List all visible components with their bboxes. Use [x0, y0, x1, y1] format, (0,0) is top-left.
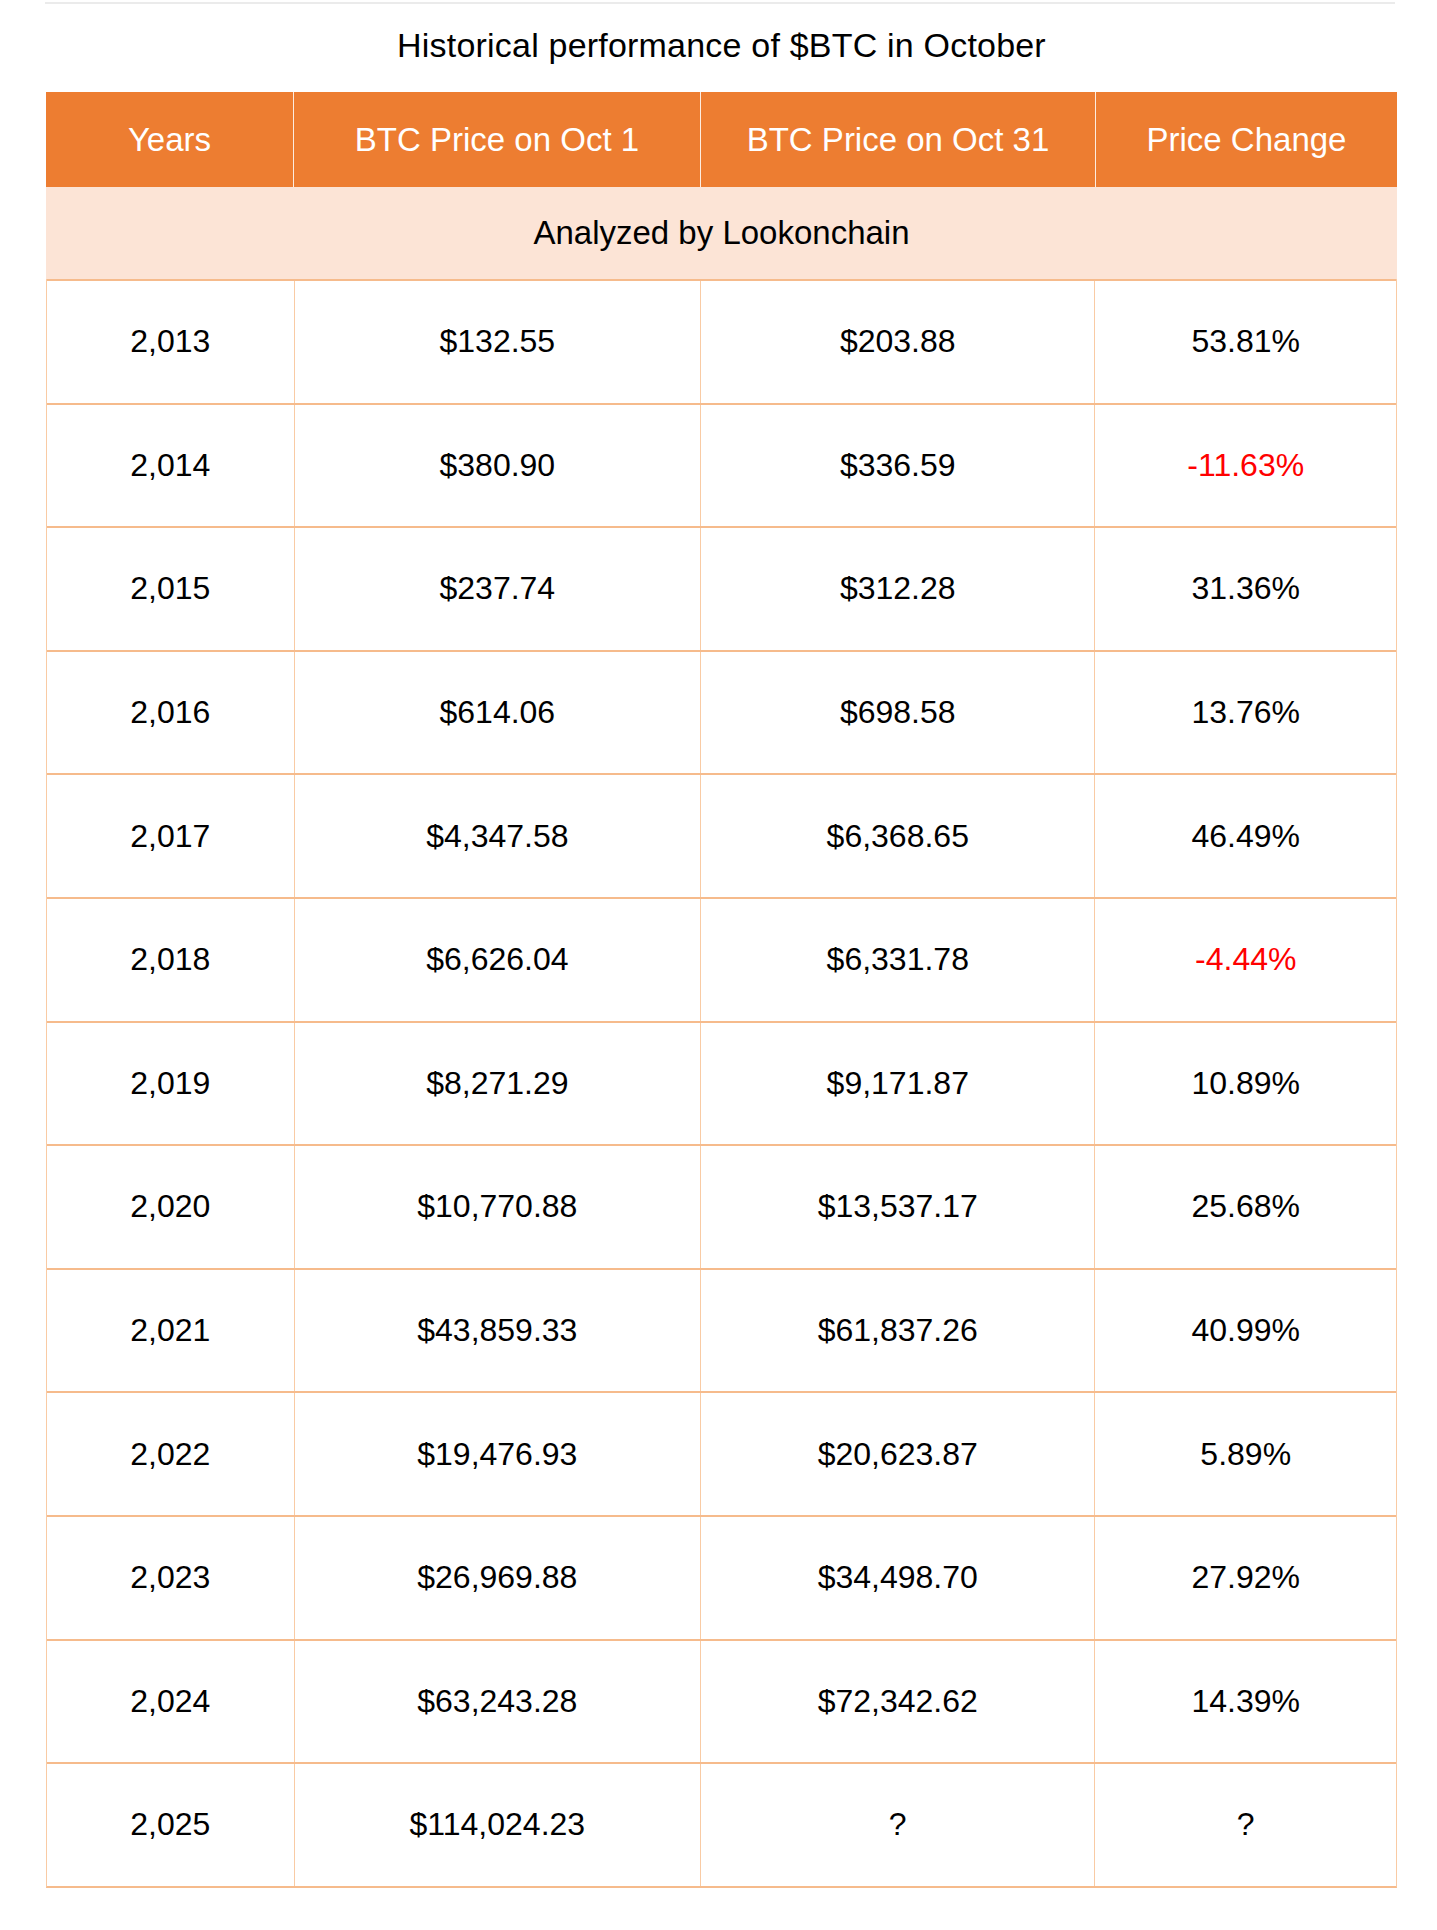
cell-price-change: 13.76% [1094, 652, 1396, 774]
table-row-2016: 2,016 $614.06 $698.58 13.76% [47, 650, 1396, 774]
cell-year: 2,014 [47, 405, 294, 527]
column-header-years: Years [46, 92, 293, 187]
cell-year: 2,023 [47, 1517, 294, 1639]
cell-price-change: 31.36% [1094, 528, 1396, 650]
btc-october-table: Years BTC Price on Oct 1 BTC Price on Oc… [46, 92, 1397, 1888]
cell-price-oct31: $13,537.17 [700, 1146, 1094, 1268]
cell-price-oct1: $63,243.28 [294, 1641, 700, 1763]
cell-year: 2,021 [47, 1270, 294, 1392]
cell-price-oct31-unknown: ? [700, 1764, 1094, 1886]
cell-price-change: 14.39% [1094, 1641, 1396, 1763]
cell-price-oct1: $43,859.33 [294, 1270, 700, 1392]
cell-price-change: 46.49% [1094, 775, 1396, 897]
table-row-2021: 2,021 $43,859.33 $61,837.26 40.99% [47, 1268, 1396, 1392]
table-subheader: Analyzed by Lookonchain [46, 187, 1397, 279]
cell-price-oct31: $72,342.62 [700, 1641, 1094, 1763]
cell-year: 2,017 [47, 775, 294, 897]
cell-price-change: 10.89% [1094, 1023, 1396, 1145]
cell-price-change-unknown: ? [1094, 1764, 1396, 1886]
cell-year: 2,020 [47, 1146, 294, 1268]
table-row-2015: 2,015 $237.74 $312.28 31.36% [47, 526, 1396, 650]
cell-price-oct31: $203.88 [700, 281, 1094, 403]
cell-price-oct31: $34,498.70 [700, 1517, 1094, 1639]
table-row-2019: 2,019 $8,271.29 $9,171.87 10.89% [47, 1021, 1396, 1145]
cell-price-oct31: $312.28 [700, 528, 1094, 650]
cell-price-oct1: $114,024.23 [294, 1764, 700, 1886]
cell-price-oct1: $4,347.58 [294, 775, 700, 897]
cell-price-oct1: $26,969.88 [294, 1517, 700, 1639]
cell-price-oct1: $8,271.29 [294, 1023, 700, 1145]
cell-price-change: 25.68% [1094, 1146, 1396, 1268]
cell-price-oct31: $9,171.87 [700, 1023, 1094, 1145]
table-row-2018: 2,018 $6,626.04 $6,331.78 -4.44% [47, 897, 1396, 1021]
cell-price-change: 5.89% [1094, 1393, 1396, 1515]
cell-price-oct1: $19,476.93 [294, 1393, 700, 1515]
cell-price-oct1: $6,626.04 [294, 899, 700, 1021]
cell-year: 2,015 [47, 528, 294, 650]
cell-year: 2,024 [47, 1641, 294, 1763]
column-header-price-oct31: BTC Price on Oct 31 [700, 92, 1095, 187]
cell-price-change: 27.92% [1094, 1517, 1396, 1639]
table-row-2014: 2,014 $380.90 $336.59 -11.63% [47, 403, 1396, 527]
table-row-2023: 2,023 $26,969.88 $34,498.70 27.92% [47, 1515, 1396, 1639]
cell-price-change-negative: -4.44% [1094, 899, 1396, 1021]
column-header-price-change: Price Change [1095, 92, 1397, 187]
table-row-2024: 2,024 $63,243.28 $72,342.62 14.39% [47, 1639, 1396, 1763]
cell-price-oct1: $132.55 [294, 281, 700, 403]
cell-price-oct1: $380.90 [294, 405, 700, 527]
cell-price-oct31: $6,331.78 [700, 899, 1094, 1021]
cell-price-change: 40.99% [1094, 1270, 1396, 1392]
image-top-edge [45, 2, 1395, 4]
cell-price-oct31: $698.58 [700, 652, 1094, 774]
table-row-2022: 2,022 $19,476.93 $20,623.87 5.89% [47, 1391, 1396, 1515]
cell-price-change: 53.81% [1094, 281, 1396, 403]
cell-price-oct1: $614.06 [294, 652, 700, 774]
table-row-2020: 2,020 $10,770.88 $13,537.17 25.68% [47, 1144, 1396, 1268]
cell-year: 2,013 [47, 281, 294, 403]
cell-year: 2,022 [47, 1393, 294, 1515]
column-header-price-oct1: BTC Price on Oct 1 [293, 92, 700, 187]
table-row-2013: 2,013 $132.55 $203.88 53.81% [47, 279, 1396, 403]
cell-price-oct31: $61,837.26 [700, 1270, 1094, 1392]
cell-price-oct31: $20,623.87 [700, 1393, 1094, 1515]
cell-year: 2,016 [47, 652, 294, 774]
cell-year: 2,018 [47, 899, 294, 1021]
cell-price-change-negative: -11.63% [1094, 405, 1396, 527]
page-title: Historical performance of $BTC in Octobe… [46, 26, 1397, 65]
table-row-2017: 2,017 $4,347.58 $6,368.65 46.49% [47, 773, 1396, 897]
cell-price-oct1: $10,770.88 [294, 1146, 700, 1268]
cell-price-oct1: $237.74 [294, 528, 700, 650]
table-header-row: Years BTC Price on Oct 1 BTC Price on Oc… [46, 92, 1397, 187]
cell-price-oct31: $6,368.65 [700, 775, 1094, 897]
cell-price-oct31: $336.59 [700, 405, 1094, 527]
cell-year: 2,019 [47, 1023, 294, 1145]
cell-year: 2,025 [47, 1764, 294, 1886]
table-row-2025: 2,025 $114,024.23 ? ? [47, 1762, 1396, 1886]
table-body: 2,013 $132.55 $203.88 53.81% 2,014 $380.… [46, 279, 1397, 1888]
